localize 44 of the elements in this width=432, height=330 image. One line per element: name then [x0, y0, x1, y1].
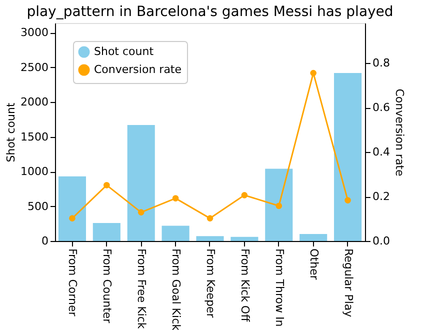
- point: [344, 197, 351, 204]
- legend-label: Shot count: [94, 45, 154, 58]
- y2-tick-label: 0.8: [372, 56, 390, 70]
- point: [138, 209, 144, 216]
- x-tick-label: Regular Play: [342, 248, 355, 318]
- y-tick-label: 0: [42, 234, 48, 248]
- y-tick-label: 1500: [20, 130, 48, 144]
- point: [310, 70, 316, 76]
- bar: [162, 226, 190, 241]
- y2-tick-label: 0.6: [372, 101, 390, 114]
- bar: [334, 72, 362, 241]
- legend-label: Conversion rate: [94, 63, 182, 76]
- x-tick-label: Other: [307, 248, 320, 280]
- point: [172, 195, 179, 202]
- bar: [127, 125, 155, 241]
- point: [69, 215, 76, 222]
- bar: [58, 176, 86, 241]
- x-tick-label: From Keeper: [204, 248, 217, 318]
- x-tick-label: From Throw In: [272, 248, 286, 327]
- bar: [196, 236, 224, 241]
- y-tick-label: 2500: [20, 60, 48, 74]
- x-tick-label: From Kick Off: [238, 248, 252, 322]
- y2-tick-label: 0.4: [372, 146, 390, 159]
- y2-tick-label: 0.0: [372, 234, 390, 248]
- x-tick-label: From Corner: [66, 248, 80, 317]
- point: [276, 202, 282, 210]
- y2-tick-label: 0.2: [372, 190, 390, 204]
- bar: [230, 236, 258, 241]
- x-tick-label: From Goal Kick: [170, 248, 183, 330]
- y-tick-label: 3000: [20, 26, 48, 40]
- chart-title: play_pattern in Barcelona's games Messi has played: [26, 4, 394, 20]
- x-tick-label: From Counter: [100, 248, 114, 324]
- y-tick-label: 500: [28, 200, 48, 213]
- bar: [265, 168, 293, 241]
- y-tick-label: 1000: [20, 165, 48, 178]
- point: [104, 182, 110, 188]
- point: [206, 215, 214, 222]
- y2-axis-title: Conversion rate: [392, 88, 406, 176]
- y-axis-title: Shot count: [4, 102, 18, 162]
- point: [241, 192, 248, 198]
- bar: [300, 234, 328, 241]
- x-tick-label: From Free Kick: [135, 248, 148, 330]
- bar: [92, 222, 120, 241]
- y-tick-label: 2000: [20, 96, 48, 109]
